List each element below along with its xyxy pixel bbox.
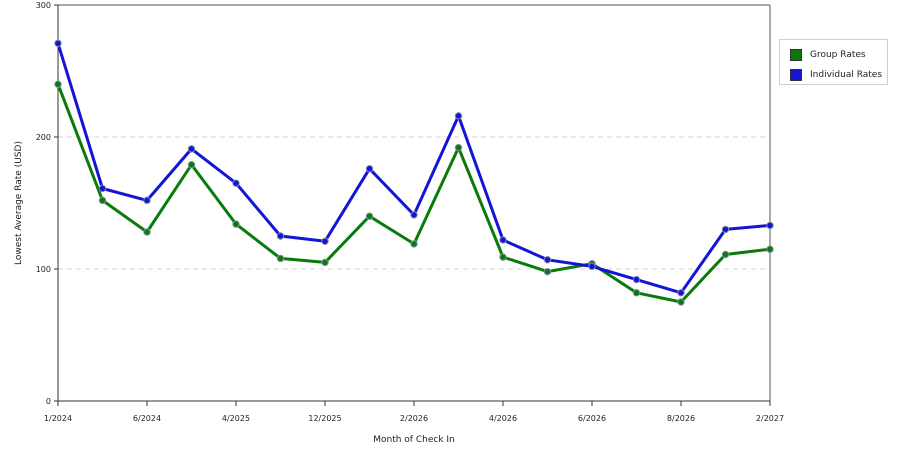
data-point-group-rates-1 <box>98 196 107 205</box>
data-point-group-rates-15 <box>721 250 730 259</box>
data-point-individual-rates-4 <box>232 179 240 187</box>
data-point-individual-rates-16 <box>766 221 774 230</box>
legend-label-group-rates: Group Rates <box>810 50 866 60</box>
legend-swatch-individual-rates <box>790 69 802 81</box>
axis-layer: 0 100 200 300 1/2024 6/2024 4/2025 12/2025 2/202… <box>36 1 784 423</box>
legend-swatch-group-rates <box>790 49 802 61</box>
legend-item-individual-rates: Individual Rates <box>790 68 882 82</box>
data-point-group-rates-4 <box>232 220 240 228</box>
data-point-individual-rates-1 <box>98 184 107 193</box>
y-tick-label-300: 300 <box>36 1 51 10</box>
data-point-group-rates-0 <box>54 80 62 88</box>
data-point-individual-rates-5 <box>276 232 285 240</box>
data-point-individual-rates-14 <box>677 289 685 297</box>
data-point-group-rates-8 <box>410 240 418 248</box>
x-tick-label-2: 4/2025 <box>222 414 250 423</box>
data-point-group-rates-16 <box>766 245 774 253</box>
chart-legend: Group Rates Individual Rates <box>779 39 888 85</box>
data-point-individual-rates-15 <box>721 225 730 234</box>
data-point-individual-rates-6 <box>321 237 329 245</box>
y-tick-label-100: 100 <box>36 265 51 274</box>
x-tick-label-0: 1/2024 <box>44 414 72 423</box>
data-point-individual-rates-10 <box>499 236 507 244</box>
data-point-group-rates-6 <box>321 258 329 267</box>
data-point-group-rates-7 <box>365 212 374 220</box>
x-axis-title: Month of Check In <box>373 435 455 445</box>
x-tick-label-5: 4/2026 <box>489 414 517 423</box>
x-tick-label-3: 12/2025 <box>308 414 341 423</box>
data-point-individual-rates-8 <box>410 211 418 219</box>
data-point-individual-rates-0 <box>54 39 62 47</box>
data-point-individual-rates-2 <box>143 196 151 205</box>
data-point-individual-rates-9 <box>454 112 463 120</box>
x-tick-label-7: 8/2026 <box>667 414 695 423</box>
legend-item-group-rates: Group Rates <box>790 48 866 62</box>
data-point-individual-rates-3 <box>187 145 196 153</box>
data-point-group-rates-3 <box>187 161 196 169</box>
grid-layer <box>58 136 770 270</box>
data-point-group-rates-10 <box>499 253 507 261</box>
x-tick-label-1: 6/2024 <box>133 414 161 423</box>
data-point-group-rates-14 <box>677 298 685 306</box>
data-point-individual-rates-7 <box>365 164 374 173</box>
series-layer <box>54 39 774 306</box>
y-tick-label-0: 0 <box>46 397 51 406</box>
y-tick-label-200: 200 <box>36 133 51 142</box>
data-point-group-rates-5 <box>276 254 285 263</box>
x-tick-label-4: 2/2026 <box>400 414 428 423</box>
data-point-individual-rates-13 <box>632 275 641 284</box>
data-point-individual-rates-12 <box>588 262 596 271</box>
data-point-group-rates-2 <box>143 228 151 236</box>
data-point-group-rates-11 <box>543 267 552 276</box>
plot-area <box>58 5 770 401</box>
y-axis-title: Lowest Average Rate (USD) <box>14 141 24 265</box>
data-point-group-rates-13 <box>632 289 641 297</box>
data-point-group-rates-9 <box>454 143 463 152</box>
x-tick-label-6: 6/2026 <box>578 414 606 423</box>
data-point-individual-rates-11 <box>543 256 552 264</box>
x-tick-label-8: 2/2027 <box>756 414 784 423</box>
legend-label-individual-rates: Individual Rates <box>810 70 883 80</box>
